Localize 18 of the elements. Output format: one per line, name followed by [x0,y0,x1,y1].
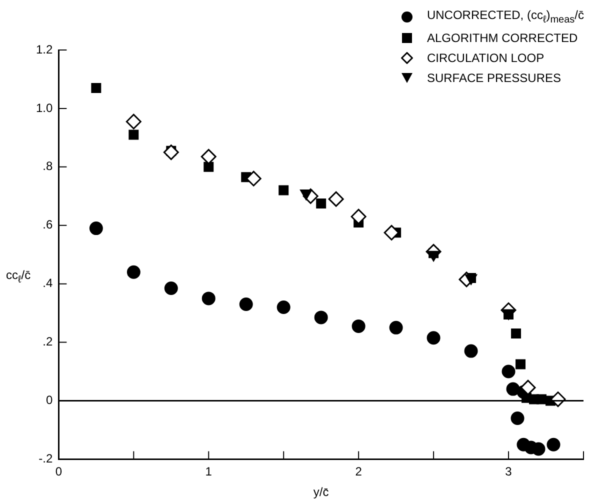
y-tick-label: .4 [42,276,53,290]
y-tick-label: .8 [42,159,53,174]
legend-label: UNCORRECTED, (cc$_{ℓ}$)$_{meas}$/c̄ [426,8,584,26]
y-tick-label: -.2 [38,452,53,466]
y-tick-label: .6 [42,218,53,232]
x-tick-label: 0 [55,464,62,479]
y-tick-label: 0 [46,393,53,408]
y-tick-label: .2 [42,334,53,349]
legend-label: ALGORITHM CORRECTED [426,31,578,46]
x-tick-label: 3 [505,464,512,479]
y-tick-label: 1.2 [36,42,53,56]
y-tick-label: 1.0 [36,100,53,115]
x-axis-title: y/c̄ [313,485,329,500]
legend-label: SURFACE PRESSURES [426,71,562,86]
x-tick-label: 2 [355,464,362,479]
legend-label: CIRCULATION LOOP [426,51,544,66]
x-tick-label: 1 [205,464,212,479]
y-axis-title: cc$_{ℓ}$/c̄ [6,268,31,286]
